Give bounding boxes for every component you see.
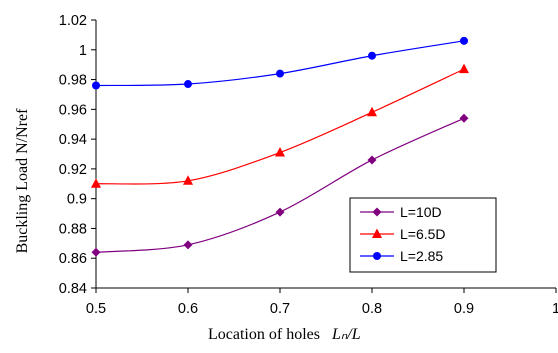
legend-entry: L=2.85 <box>360 248 443 264</box>
y-tick-label: 0.88 <box>59 221 87 237</box>
data-point <box>367 106 377 117</box>
x-tick-label: 0.8 <box>362 301 382 317</box>
y-tick-label: 0.86 <box>59 251 87 267</box>
legend-marker <box>372 207 382 217</box>
legend-label: L=10D <box>400 204 442 220</box>
data-point <box>91 178 101 188</box>
y-tick-label: 0.96 <box>59 102 87 118</box>
legend-label: L=2.85 <box>400 248 443 264</box>
x-tick-label: 0.6 <box>178 301 198 317</box>
data-point <box>92 81 100 90</box>
data-point <box>184 80 192 89</box>
series-1 <box>91 63 469 188</box>
legend-entry: L=10D <box>360 204 442 220</box>
data-point <box>275 147 285 157</box>
x-tick-label: 0.9 <box>454 301 474 317</box>
y-tick-label: 0.94 <box>59 132 87 148</box>
legend: L=10D L=6.5D L=2.85 <box>349 197 497 273</box>
legend-label: L=6.5D <box>400 226 446 242</box>
data-point <box>183 175 193 185</box>
data-point <box>91 247 101 257</box>
data-point <box>459 63 469 74</box>
data-point <box>183 240 193 250</box>
x-tick-label: 0.7 <box>270 301 290 317</box>
series-line <box>95 40 465 87</box>
data-point <box>368 51 376 60</box>
y-tick-label: 0.84 <box>59 281 87 297</box>
x-axis-label-text: Location of holes <box>208 326 320 343</box>
series-2 <box>92 36 468 90</box>
series-line <box>95 68 465 185</box>
x-axis-label-math: Lₙ/L <box>331 326 361 343</box>
axes <box>91 19 557 293</box>
legend-entry: L=6.5D <box>360 226 446 242</box>
data-point <box>460 36 468 45</box>
y-tick-label: 0.98 <box>59 73 87 89</box>
series-lines <box>91 36 469 257</box>
data-point <box>367 155 377 165</box>
y-tick-label: 0.92 <box>59 162 87 178</box>
data-point <box>275 207 285 217</box>
x-tick-label: 1 <box>552 301 558 317</box>
data-point <box>276 69 284 78</box>
data-point <box>459 113 469 123</box>
y-tick-label: 0.9 <box>67 192 87 208</box>
y-tick-label: 1.02 <box>59 13 87 29</box>
y-axis-label: Buckling Load N/Nref <box>14 108 31 254</box>
y-tick-label: 1 <box>79 43 87 59</box>
series-0 <box>91 113 469 257</box>
legend-marker <box>372 228 382 238</box>
x-axis-label: Location of holes Lₙ/L <box>208 326 361 343</box>
legend-marker <box>373 252 381 260</box>
x-tick-label: 0.5 <box>86 301 106 317</box>
tick-labels: 0.84 0.86 0.88 0.9 0.92 0.94 0.96 0.98 1 1.02 0.5 0… <box>59 13 558 317</box>
